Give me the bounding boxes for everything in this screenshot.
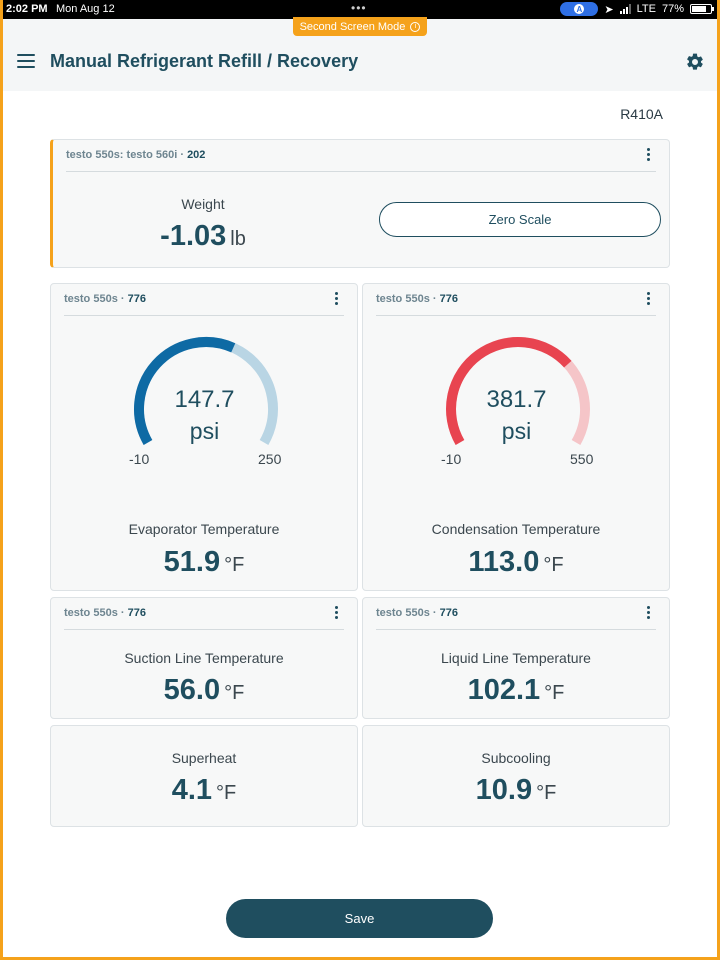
weight-value: -1.03 lb — [160, 220, 246, 252]
app-bar: Manual Refrigerant Refill / Recovery — [3, 19, 717, 91]
card-device: testo 550s · 776 — [376, 607, 458, 619]
divider — [376, 629, 656, 630]
card-value: 10.9 °F — [475, 774, 557, 806]
scale-card: testo 550s: testo 560i · 202 Weight -1.0… — [50, 139, 670, 268]
superheat-card: Superheat 4.1 °F — [50, 725, 358, 827]
card-label: Condensation Temperature — [431, 521, 601, 537]
hamburger-icon[interactable] — [17, 54, 35, 68]
battery-icon — [690, 4, 714, 14]
zero-scale-button[interactable]: Zero Scale — [379, 202, 661, 237]
condensation-card: testo 550s · 776 381.7 psi -10 550 Conde… — [362, 283, 670, 591]
pressure-gauge: 147.7 psi -10 250 — [51, 324, 358, 474]
divider — [66, 171, 656, 172]
card-label: Evaporator Temperature — [128, 521, 280, 537]
battery-percent: 77% — [661, 3, 684, 15]
kebab-icon[interactable] — [647, 292, 651, 306]
gauge-arc — [134, 336, 278, 445]
pressure-gauge: 381.7 psi -10 550 — [363, 324, 670, 474]
second-screen-mode-banner[interactable]: Second Screen Mode i — [293, 17, 427, 36]
card-label: Liquid Line Temperature — [441, 650, 591, 666]
status-date: Mon Aug 12 — [56, 3, 115, 15]
signal-icon — [619, 4, 631, 14]
suction-card: testo 550s · 776 Suction Line Temperatur… — [50, 597, 358, 719]
card-label: Suction Line Temperature — [124, 650, 284, 666]
gauge-arc — [446, 336, 590, 445]
gauge-value: 381.7 — [486, 386, 547, 413]
status-bar: 2:02 PM Mon Aug 12 ••• A ➤ LTE 77% — [0, 0, 720, 19]
gauge-unit: psi — [501, 418, 532, 444]
card-value: 4.1 °F — [171, 774, 237, 806]
gauge-min: -10 — [129, 451, 150, 467]
network-label: LTE — [636, 3, 656, 15]
gauge-min: -10 — [441, 451, 462, 467]
gauge-unit: psi — [189, 418, 220, 444]
kebab-icon[interactable] — [647, 606, 651, 620]
refrigerant-type[interactable]: R410A — [620, 106, 663, 122]
gauge-fill — [134, 337, 236, 445]
gear-icon[interactable] — [685, 52, 705, 72]
card-value: 51.9 °F — [163, 546, 245, 578]
info-icon: i — [410, 21, 421, 32]
assistive-access-icon: A — [560, 2, 599, 16]
divider — [64, 315, 344, 316]
card-device: testo 550s · 776 — [376, 293, 458, 305]
multitask-dots-icon[interactable]: ••• — [351, 1, 367, 15]
gauge-max: 250 — [258, 451, 282, 467]
liquid-card: testo 550s · 776 Liquid Line Temperature… — [362, 597, 670, 719]
card-label: Superheat — [171, 750, 237, 766]
banner-label: Second Screen Mode — [299, 20, 406, 33]
card-device: testo 550s · 776 — [64, 607, 146, 619]
gauge-value: 147.7 — [174, 386, 235, 413]
evaporator-card: testo 550s · 776 147.7 psi -10 250 Evapo… — [50, 283, 358, 591]
status-time: 2:02 PM — [6, 3, 48, 15]
weight-label: Weight — [181, 196, 225, 212]
page-title: Manual Refrigerant Refill / Recovery — [50, 51, 359, 71]
card-value: 102.1 °F — [467, 674, 565, 706]
divider — [376, 315, 656, 316]
save-button[interactable]: Save — [226, 899, 493, 938]
card-value: 113.0 °F — [468, 546, 564, 578]
divider — [64, 629, 344, 630]
gauge-max: 550 — [570, 451, 594, 467]
status-indicators: A ➤ LTE 77% — [560, 2, 714, 16]
card-device: testo 550s: testo 560i · 202 — [66, 149, 206, 161]
card-value: 56.0 °F — [163, 674, 245, 706]
location-arrow-icon: ➤ — [604, 3, 614, 16]
kebab-icon[interactable] — [647, 148, 651, 162]
gauge-fill — [446, 337, 572, 445]
card-device: testo 550s · 776 — [64, 293, 146, 305]
subcooling-card: Subcooling 10.9 °F — [362, 725, 670, 827]
kebab-icon[interactable] — [335, 606, 339, 620]
card-label: Subcooling — [481, 750, 551, 766]
kebab-icon[interactable] — [335, 292, 339, 306]
